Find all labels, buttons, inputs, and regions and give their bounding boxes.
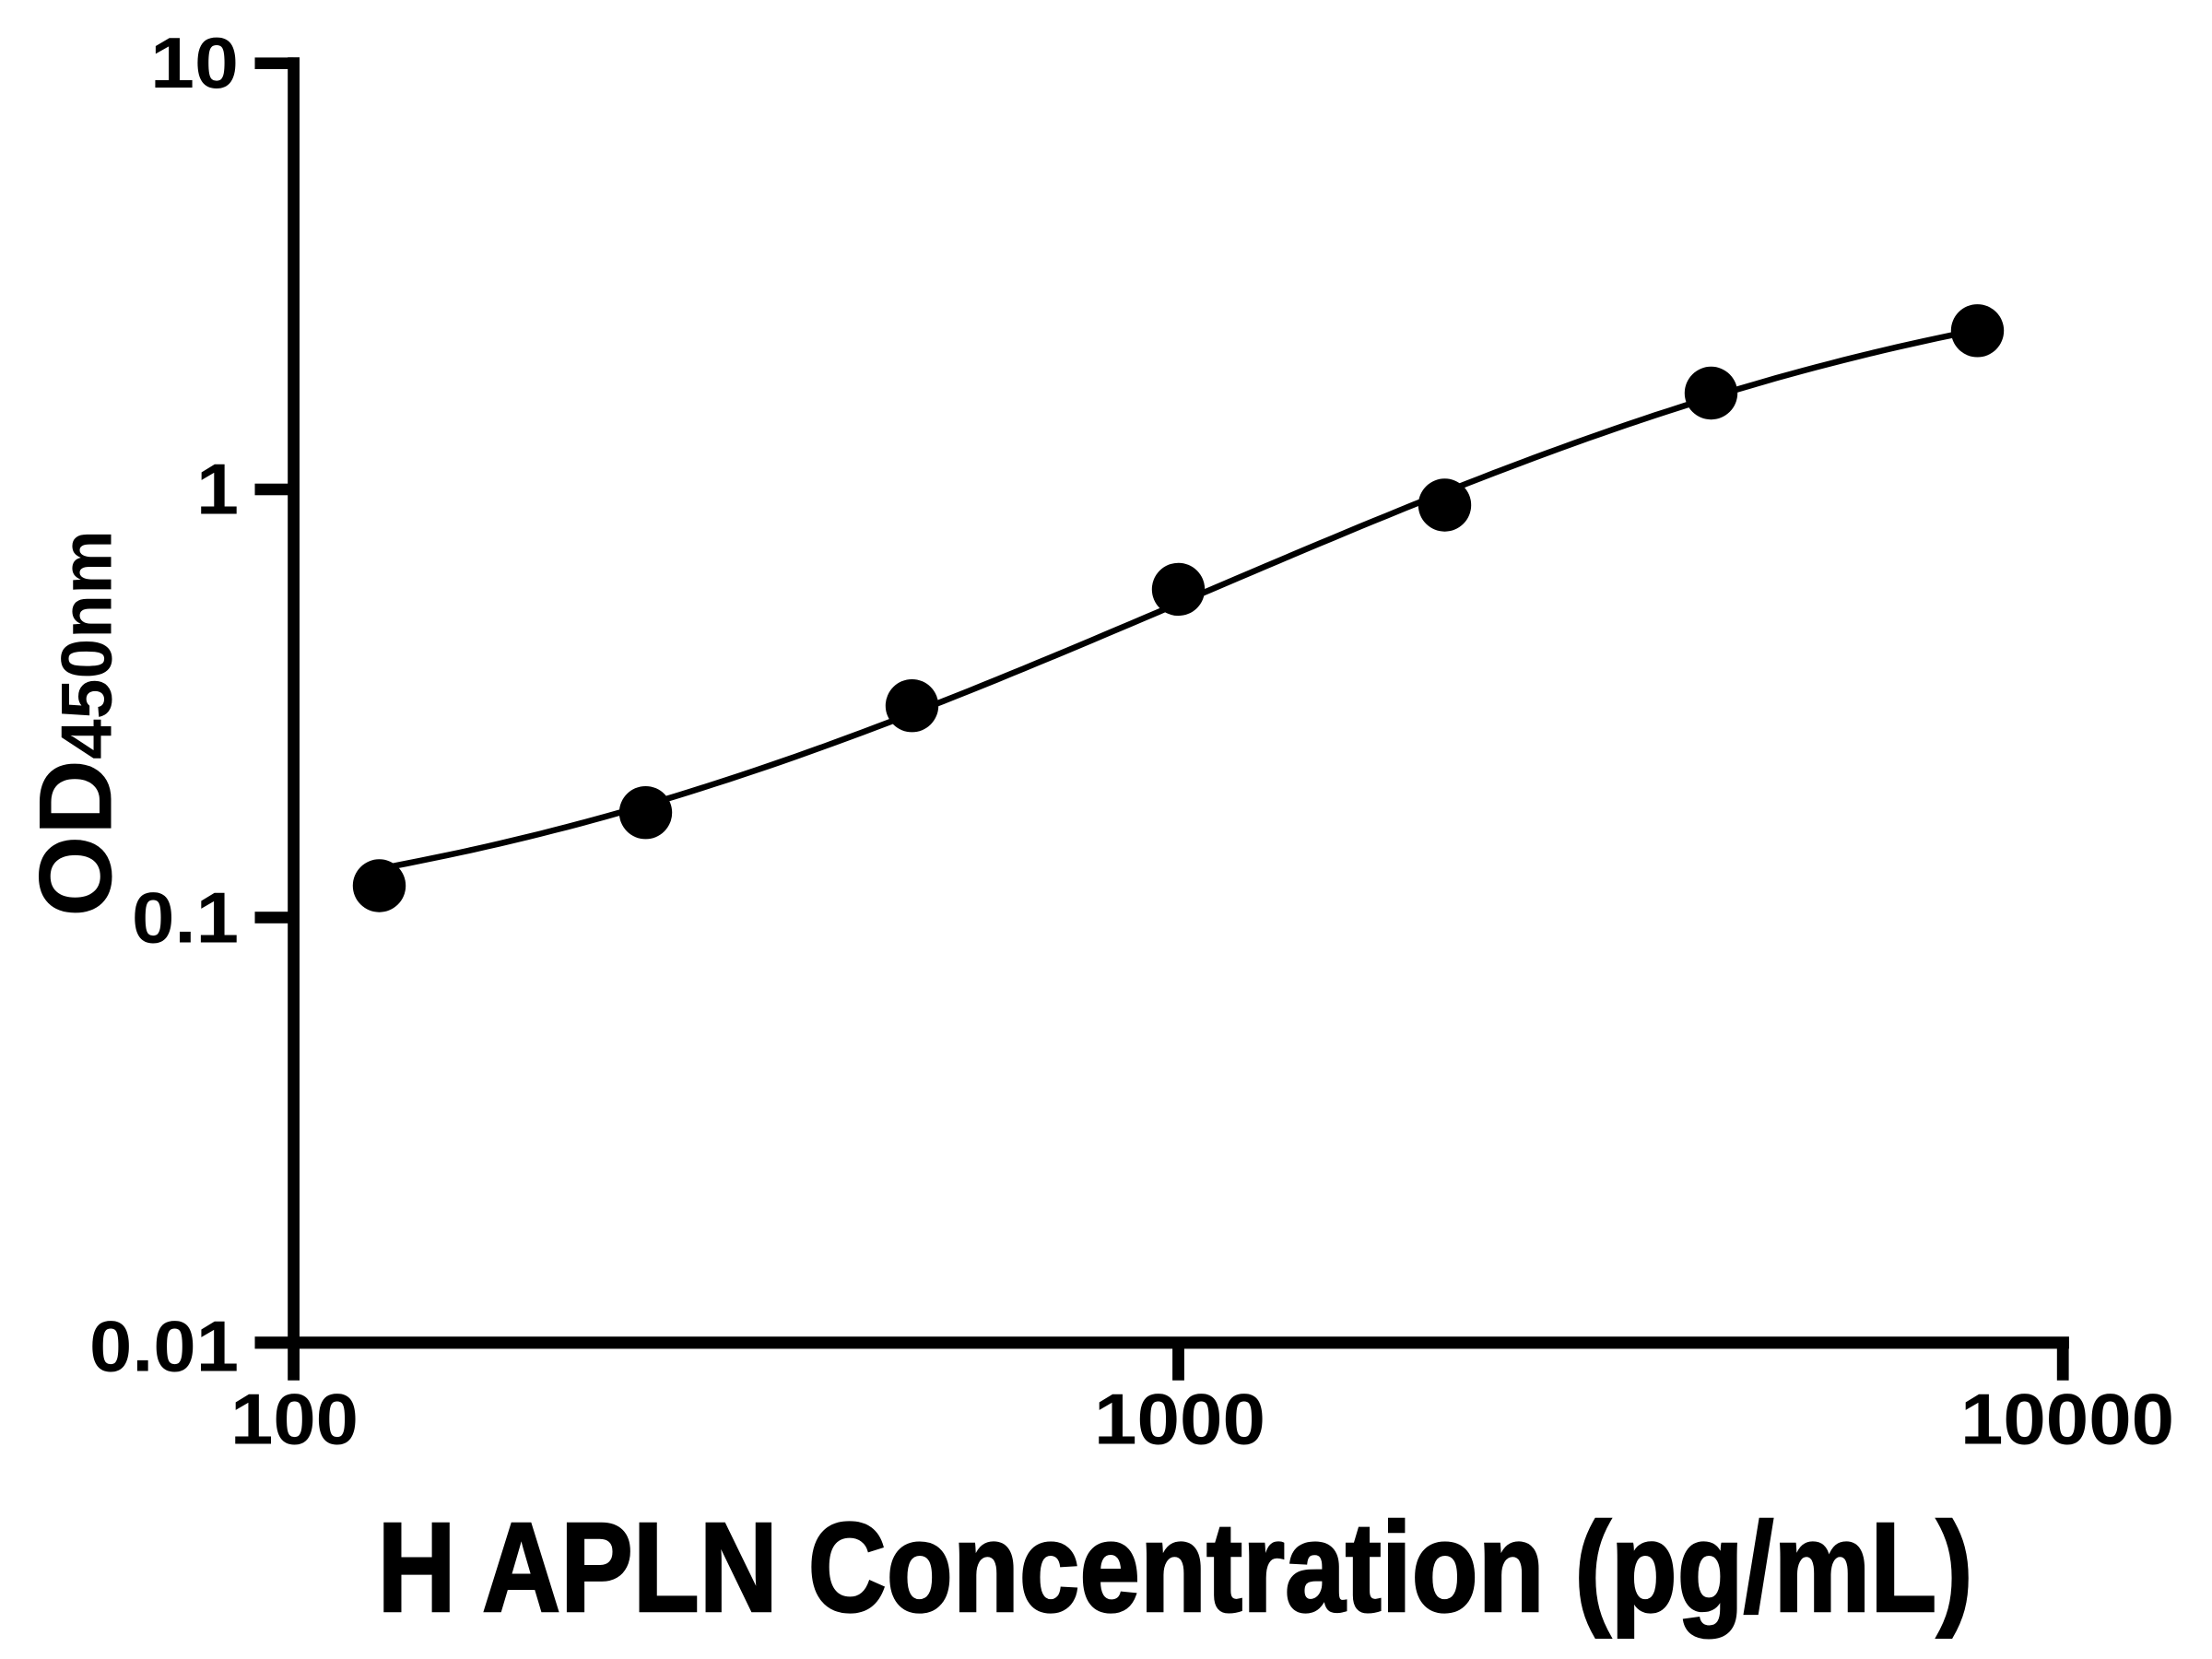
svg-text:1000: 1000	[1094, 1381, 1265, 1460]
svg-text:H APLN Concentration (pg/mL): H APLN Concentration (pg/mL)	[378, 1497, 1973, 1639]
svg-text:0.01: 0.01	[89, 1308, 239, 1387]
svg-text:10: 10	[150, 24, 239, 103]
svg-text:10000: 10000	[1960, 1381, 2174, 1460]
svg-text:100: 100	[230, 1381, 359, 1460]
svg-text:1: 1	[196, 451, 239, 530]
svg-text:0.1: 0.1	[132, 879, 239, 959]
